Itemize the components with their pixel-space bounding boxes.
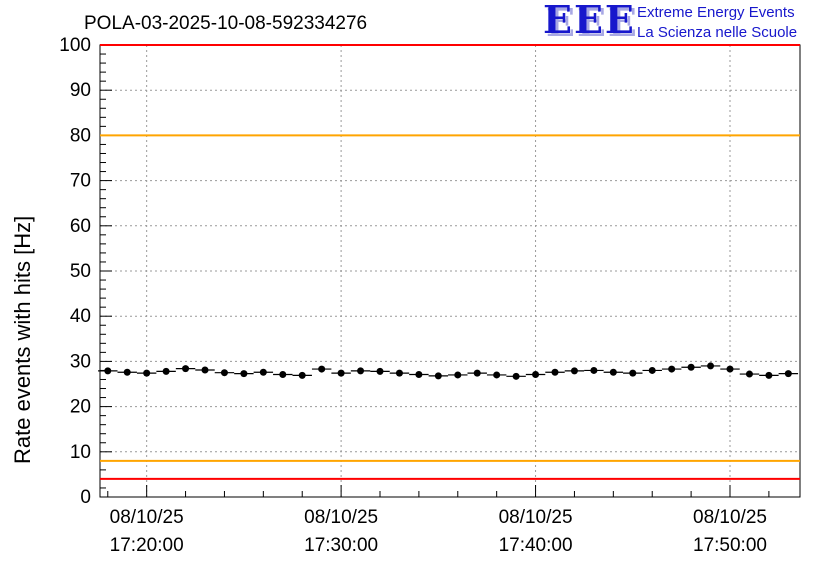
data-point bbox=[629, 369, 637, 377]
data-point bbox=[493, 371, 501, 379]
data-point bbox=[220, 369, 228, 377]
data-point bbox=[143, 369, 151, 377]
x-tick-label-date: 08/10/25 bbox=[110, 507, 184, 528]
data-point bbox=[376, 367, 384, 375]
data-point bbox=[104, 367, 112, 375]
y-tick-label: 60 bbox=[70, 216, 91, 237]
x-tick-label-date: 08/10/25 bbox=[499, 507, 573, 528]
y-tick-label: 40 bbox=[70, 306, 91, 327]
data-point bbox=[726, 365, 734, 373]
logo-subtitle-line1: Extreme Energy Events bbox=[637, 4, 795, 21]
data-point bbox=[240, 370, 248, 378]
data-point bbox=[318, 365, 326, 373]
y-tick-label: 90 bbox=[70, 80, 91, 101]
eee-logo: EEE bbox=[543, 0, 636, 42]
data-point bbox=[298, 371, 306, 379]
x-tick-label-date: 08/10/25 bbox=[693, 507, 767, 528]
data-point bbox=[707, 362, 715, 370]
data-point bbox=[532, 371, 540, 379]
y-tick-label: 20 bbox=[70, 397, 91, 418]
data-point bbox=[570, 367, 578, 375]
data-point bbox=[512, 372, 520, 380]
data-point bbox=[162, 367, 170, 375]
data-point bbox=[745, 370, 753, 378]
data-point bbox=[259, 368, 267, 376]
y-tick-label: 100 bbox=[59, 35, 91, 56]
data-point bbox=[648, 366, 656, 374]
data-point bbox=[687, 363, 695, 371]
data-point bbox=[765, 371, 773, 379]
data-point bbox=[668, 365, 676, 373]
y-tick-label: 80 bbox=[70, 125, 91, 146]
y-tick-label: 50 bbox=[70, 261, 91, 282]
y-tick-label: 70 bbox=[70, 171, 91, 192]
x-tick-label-time: 17:20:00 bbox=[110, 535, 184, 556]
x-tick-label-time: 17:30:00 bbox=[304, 535, 378, 556]
x-tick-label-time: 17:50:00 bbox=[693, 535, 767, 556]
y-tick-label: 0 bbox=[80, 487, 91, 508]
data-point bbox=[279, 371, 287, 379]
data-point bbox=[609, 368, 617, 376]
x-tick-label-date: 08/10/25 bbox=[304, 507, 378, 528]
data-point bbox=[415, 371, 423, 379]
y-tick-label: 10 bbox=[70, 442, 91, 463]
data-point bbox=[784, 370, 792, 378]
data-point bbox=[473, 369, 481, 377]
data-point bbox=[201, 366, 209, 374]
data-point bbox=[182, 365, 190, 373]
data-point bbox=[551, 368, 559, 376]
y-tick-label: 30 bbox=[70, 351, 91, 372]
data-point bbox=[123, 368, 131, 376]
data-point bbox=[337, 369, 345, 377]
data-point bbox=[395, 369, 403, 377]
data-point bbox=[434, 372, 442, 380]
logo-subtitle-line2: La Scienza nelle Scuole bbox=[637, 24, 798, 41]
x-tick-label-time: 17:40:00 bbox=[499, 535, 573, 556]
data-point bbox=[357, 367, 365, 375]
plot-title: POLA-03-2025-10-08-592334276 bbox=[84, 13, 368, 34]
data-point bbox=[590, 366, 598, 374]
data-point bbox=[454, 371, 462, 379]
